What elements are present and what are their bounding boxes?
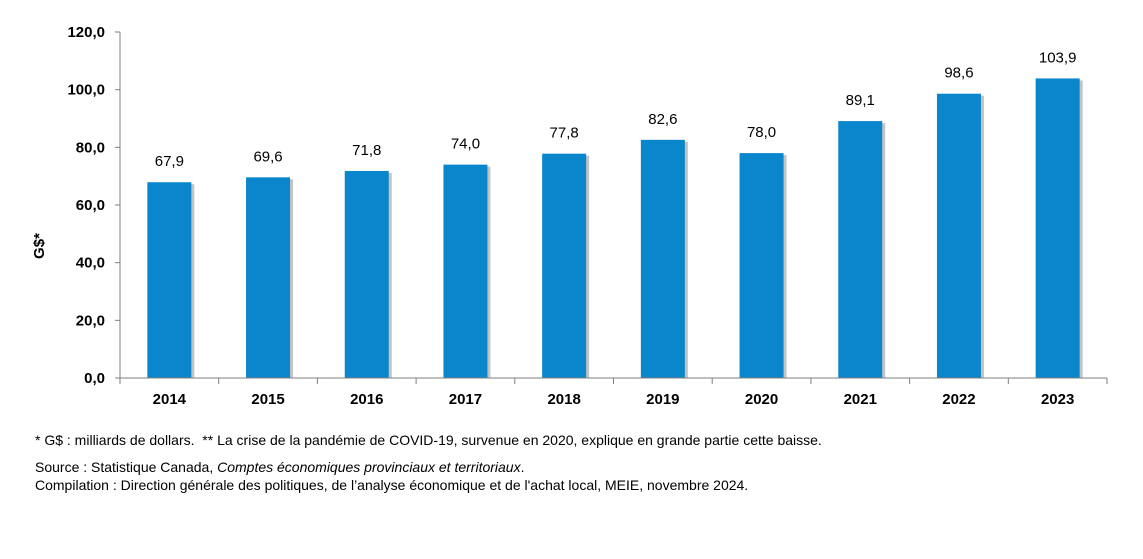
source-prefix: Source : Statistique Canada, [35, 459, 218, 475]
footnote-gdollar: * G$ : milliards de dollars. [35, 432, 195, 448]
footnote-covid: ** La crise de la pandémie de COVID-19, … [202, 432, 822, 448]
x-tick-label: 2018 [547, 391, 580, 408]
y-tick-label: 80,0 [76, 139, 105, 156]
source-title: Comptes économiques provinciaux et terri… [217, 459, 521, 475]
bar-value-label: 77,8 [550, 125, 579, 142]
bar-chart: 0,0 20,0 40,0 60,0 80,0 100,0 120,0 67,9 2014 69,… [31, 24, 1108, 408]
bar [147, 182, 192, 378]
compilation-text: Compilation : Direction générale des pol… [35, 477, 749, 493]
bar [443, 164, 488, 378]
bars-layer [147, 78, 1083, 379]
bar [542, 153, 587, 378]
bar [936, 93, 981, 378]
bar-value-label: 69,6 [253, 148, 282, 165]
bar-value-label: 89,1 [846, 92, 875, 109]
bar [838, 121, 883, 378]
bar [739, 153, 784, 378]
y-tick-label: 100,0 [67, 82, 105, 99]
x-tick-label: 2020 [745, 391, 778, 408]
footnote-line: * G$ : milliards de dollars. ** La crise… [35, 431, 1125, 449]
x-tick-label: 2015 [251, 391, 284, 408]
compilation-line: Compilation : Direction générale des pol… [35, 476, 1125, 494]
x-tick-label: 2016 [350, 391, 383, 408]
x-tick-label: 2021 [844, 391, 877, 408]
y-tick-label: 120,0 [67, 24, 105, 41]
y-axis-title: G$* [31, 233, 48, 259]
source-suffix: . [520, 459, 525, 475]
labels-layer: 0,0 20,0 40,0 60,0 80,0 100,0 120,0 67,9 2014 69,… [67, 24, 1076, 408]
source-line: Source : Statistique Canada, Comptes éco… [35, 458, 1125, 476]
x-tick-label: 2014 [153, 391, 187, 408]
chart-notes: * G$ : milliards de dollars. ** La crise… [35, 431, 1125, 494]
bar-value-label: 74,0 [451, 136, 480, 153]
bar-value-label: 71,8 [352, 142, 381, 159]
x-tick-label: 2023 [1041, 391, 1074, 408]
y-tick-label: 20,0 [76, 312, 105, 329]
bar-value-label: 67,9 [155, 153, 184, 170]
bar [344, 170, 389, 378]
bar [640, 139, 685, 378]
y-tick-label: 40,0 [76, 255, 105, 272]
bar-value-label: 103,9 [1039, 49, 1077, 66]
ticks-layer [115, 31, 1108, 384]
y-tick-label: 0,0 [84, 370, 105, 387]
bar-value-label: 82,6 [648, 111, 677, 128]
bar [1035, 78, 1080, 379]
y-tick-label: 60,0 [76, 197, 105, 214]
x-tick-label: 2022 [942, 391, 975, 408]
bar-value-label: 98,6 [944, 65, 973, 82]
bar-value-label: 78,0 [747, 124, 776, 141]
bar [246, 177, 291, 378]
x-tick-label: 2019 [646, 391, 679, 408]
x-tick-label: 2017 [449, 391, 482, 408]
